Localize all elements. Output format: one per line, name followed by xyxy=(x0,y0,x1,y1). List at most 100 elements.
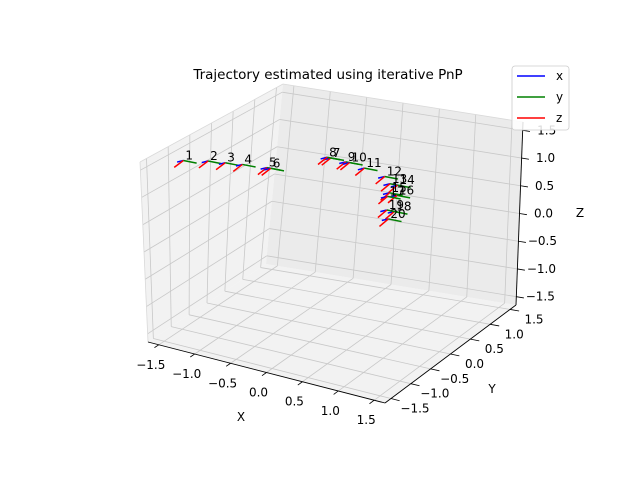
z-axis-label: Z xyxy=(576,206,584,220)
pose-y-axis xyxy=(183,159,197,164)
pose-z-axis xyxy=(387,194,398,204)
x-tick-label: −1.5 xyxy=(136,358,165,372)
pose-label: 8 xyxy=(329,145,337,159)
pose-z-axis xyxy=(378,218,389,228)
pose-z-axis xyxy=(232,163,243,173)
pose-label: 15 xyxy=(392,181,407,195)
left-wall-pane xyxy=(140,84,283,342)
grid-back-z xyxy=(279,119,522,159)
pose-y-axis xyxy=(349,161,363,166)
z-tick-label: −0.5 xyxy=(528,234,557,248)
pose-y-axis xyxy=(386,209,401,214)
pane-edge xyxy=(282,83,524,123)
x-axis-label: X xyxy=(237,410,245,424)
y-tick-label: 1.0 xyxy=(505,327,524,341)
y-tick-label: −0.5 xyxy=(440,372,469,386)
pose-z-axis xyxy=(377,209,388,219)
x-tick-label: −0.5 xyxy=(208,376,237,390)
grid-lines xyxy=(140,85,523,401)
grid-back-x xyxy=(466,114,477,297)
z-tick-mark xyxy=(522,129,531,132)
pose-label: 17 xyxy=(389,184,404,198)
pose-z-axis xyxy=(380,183,391,192)
z-tick-mark xyxy=(520,185,529,188)
x-tick-mark xyxy=(261,372,267,377)
grid-floor-x xyxy=(373,302,505,401)
x-tick-mark xyxy=(225,362,231,367)
y-tick-mark xyxy=(410,383,420,387)
y-tick-mark xyxy=(490,323,500,327)
grid-left-y xyxy=(224,111,234,292)
grid-left-y xyxy=(260,87,277,268)
z-tick-label: −1.5 xyxy=(526,290,555,304)
pose-label: 19 xyxy=(389,198,404,212)
x-tick-label: −1.0 xyxy=(172,367,201,381)
grid-floor-y xyxy=(224,290,471,340)
y-axis-label: Y xyxy=(487,382,496,396)
pose-y-axis xyxy=(326,156,341,161)
pose-label: 1 xyxy=(185,149,193,163)
axis-lines xyxy=(139,83,524,404)
pose-z-axis xyxy=(257,166,268,176)
x-tick-mark xyxy=(333,390,339,395)
floor-pane xyxy=(148,264,516,403)
z-tick-mark xyxy=(517,268,525,271)
pose-label: 13 xyxy=(392,172,407,186)
grid-left-z xyxy=(143,173,275,253)
y-tick-label: 0.5 xyxy=(485,342,504,356)
grid-floor-y xyxy=(242,278,491,325)
x-tick-mark xyxy=(190,353,195,358)
pose-label: 9 xyxy=(348,150,356,164)
pose-label: 10 xyxy=(352,151,367,165)
pose-y-axis xyxy=(384,175,398,180)
legend: xyz xyxy=(511,65,570,131)
grid-left-y xyxy=(242,99,256,280)
pose-y-axis xyxy=(389,192,403,197)
y-tick-label: −1.5 xyxy=(400,402,429,416)
pose-y-axis xyxy=(397,184,411,189)
grid-back-z xyxy=(282,91,523,131)
pose-y-axis xyxy=(387,195,401,200)
grid-back-z xyxy=(277,146,521,187)
y-tick-label: 0.0 xyxy=(465,357,484,371)
grid-floor-y xyxy=(206,302,451,355)
tick-labels: −1.5−1.5−1.5−1.0−1.0−1.0−0.5 −0.5−0.50.00… xyxy=(136,123,557,427)
pose-label: 18 xyxy=(396,200,411,214)
x-tick-mark xyxy=(297,381,303,386)
pose-label: 4 xyxy=(244,152,252,166)
pose-y-axis xyxy=(270,167,285,172)
z-tick-label: 1.0 xyxy=(536,151,555,165)
z-tick-mark xyxy=(518,240,526,243)
pane-edge xyxy=(139,83,284,163)
pose-label: 3 xyxy=(227,151,235,165)
y-tick-label: 1.5 xyxy=(524,313,543,327)
pose-z-axis xyxy=(375,175,386,185)
pose-z-axis xyxy=(388,184,398,194)
pose-label: 2 xyxy=(210,149,218,163)
z-tick-mark xyxy=(521,157,530,160)
y-tick-mark xyxy=(470,338,480,342)
legend-frame xyxy=(511,65,570,131)
grid-back-x xyxy=(504,120,513,304)
z-tick-mark xyxy=(519,213,527,216)
pose-z-axis xyxy=(198,160,209,169)
z-tick-label: 0.5 xyxy=(535,179,554,193)
pose-y-axis xyxy=(396,194,411,199)
legend-label-x: x xyxy=(556,69,563,83)
chart-title: Trajectory estimated using iterative PnP xyxy=(192,67,462,83)
grid-floor-x xyxy=(338,296,467,392)
pose-z-axis xyxy=(354,167,365,177)
pose-label: 11 xyxy=(366,156,381,170)
pose-label: 14 xyxy=(400,173,415,187)
pose-y-axis xyxy=(364,167,378,172)
y-tick-mark xyxy=(450,353,460,357)
pane-edge xyxy=(139,161,149,343)
pose-y-axis xyxy=(207,160,222,165)
pose-label: 20 xyxy=(390,207,405,221)
y-tick-mark xyxy=(430,368,440,372)
x-tick-label: 0.5 xyxy=(285,395,304,409)
pose-y-axis xyxy=(225,161,239,167)
pose-z-axis xyxy=(261,167,272,176)
